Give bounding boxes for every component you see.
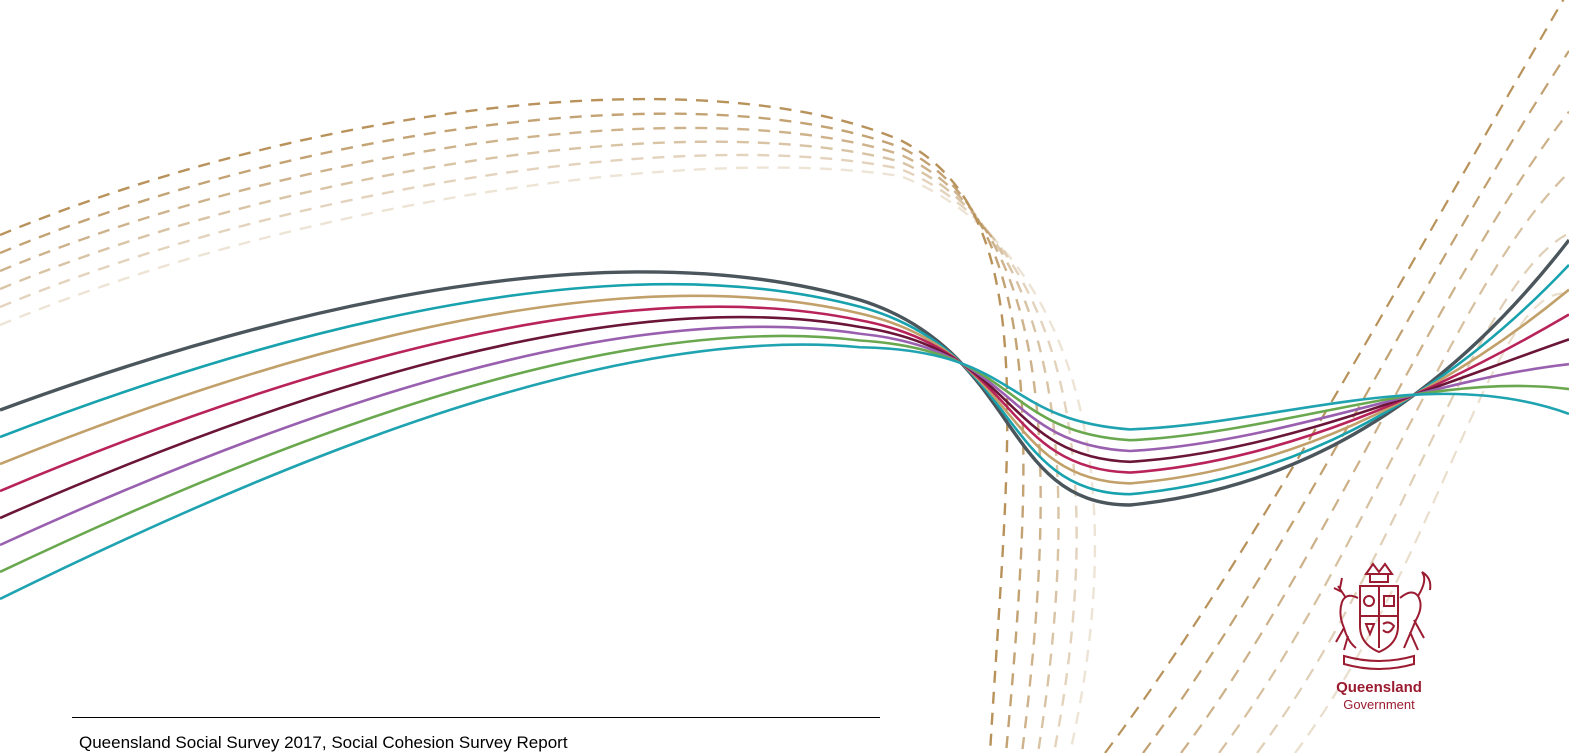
dashed-diagonal bbox=[1104, 0, 1565, 753]
dashed-diagonal bbox=[1180, 110, 1569, 753]
dashed-curve bbox=[0, 166, 1097, 753]
dashed-curve bbox=[0, 112, 1025, 753]
dashed-curve bbox=[0, 153, 1078, 753]
dashed-curve bbox=[0, 140, 1060, 753]
logo-name-line1: Queensland bbox=[1336, 679, 1422, 696]
solid-wave-curve bbox=[0, 315, 1569, 520]
solid-wave-curve bbox=[0, 334, 1569, 574]
dashed-diagonal bbox=[1218, 171, 1569, 753]
coat-of-arms-icon bbox=[1333, 562, 1432, 670]
dashed-diagonal bbox=[1294, 292, 1569, 753]
queensland-government-logo: Queensland Government bbox=[1318, 558, 1438, 718]
solid-wave-curve bbox=[0, 325, 1569, 547]
dashed-curve bbox=[0, 126, 1042, 753]
footer-rule bbox=[72, 717, 880, 718]
footer-report-title: Queensland Social Survey 2017, Social Co… bbox=[79, 733, 568, 752]
solid-wave-curve bbox=[0, 343, 1569, 601]
dashed-curve bbox=[0, 97, 1009, 753]
dashed-diagonal bbox=[1256, 232, 1569, 753]
solid-wave-curve bbox=[0, 238, 1569, 507]
logo-name-line2: Government bbox=[1343, 697, 1415, 712]
solid-curves bbox=[0, 238, 1569, 601]
